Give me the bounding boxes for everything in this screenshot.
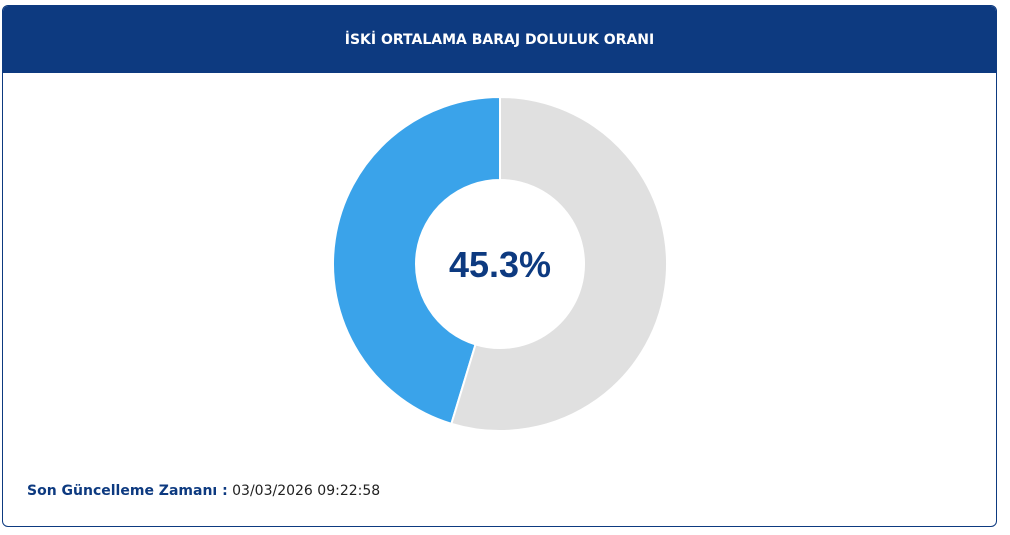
update-time: 03/03/2026 09:22:58 xyxy=(232,483,381,499)
update-label: Son Güncelleme Zamanı : xyxy=(27,483,228,499)
update-info: Son Güncelleme Zamanı : 03/03/2026 09:22… xyxy=(27,483,380,499)
card: İSKİ ORTALAMA BARAJ DOLULUK ORANI 45.3% … xyxy=(2,5,997,527)
center-label: 45.3% xyxy=(449,244,551,285)
card-header: İSKİ ORTALAMA BARAJ DOLULUK ORANI xyxy=(3,6,996,73)
donut-segment xyxy=(332,95,501,426)
chart-title: İSKİ ORTALAMA BARAJ DOLULUK ORANI xyxy=(344,31,655,48)
chart: 45.3% xyxy=(332,95,668,432)
donut-segment xyxy=(450,95,668,432)
